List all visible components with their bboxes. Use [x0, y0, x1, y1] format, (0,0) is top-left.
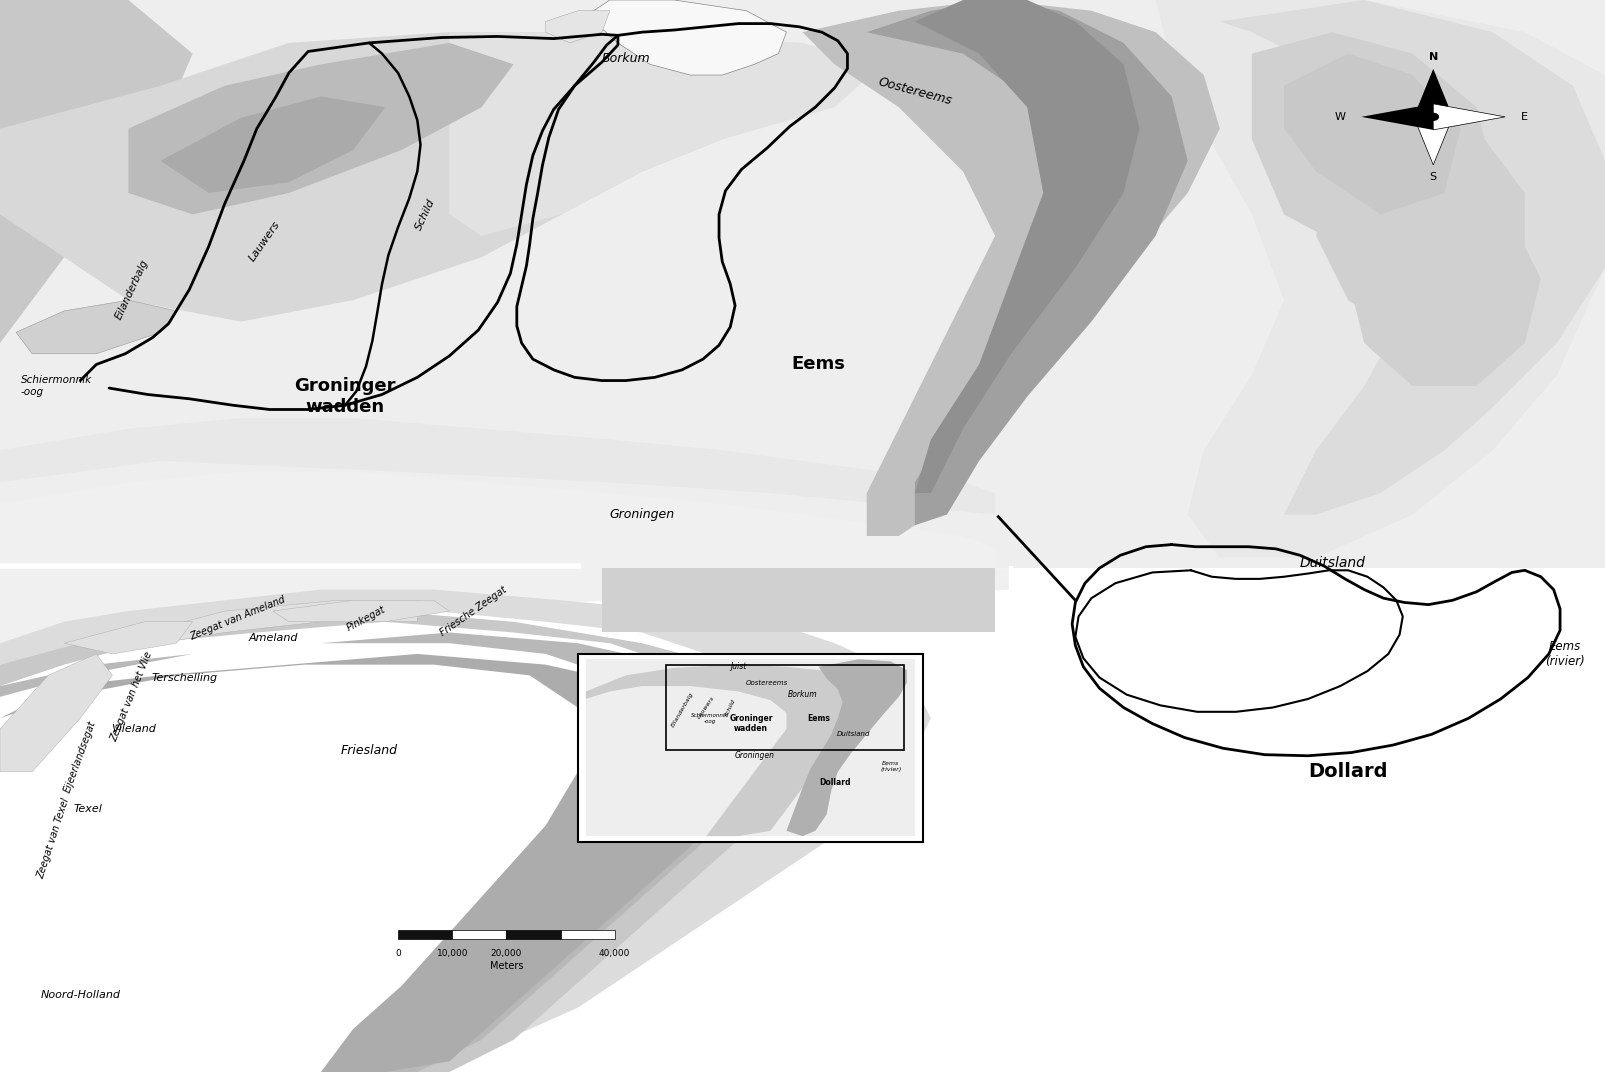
Bar [398, 930, 453, 939]
Bar [560, 930, 615, 939]
Polygon shape [1414, 69, 1453, 117]
Polygon shape [128, 43, 514, 214]
Text: 40,000: 40,000 [599, 949, 631, 957]
Polygon shape [786, 659, 907, 836]
Text: Groningen: Groningen [610, 508, 674, 521]
Text: Oostereems: Oostereems [876, 75, 953, 107]
Polygon shape [1011, 643, 1605, 1072]
Text: Groninger
wadden: Groninger wadden [729, 714, 774, 733]
Polygon shape [1156, 0, 1605, 557]
Text: Duitsland: Duitsland [838, 731, 870, 738]
Text: Ameland: Ameland [249, 632, 297, 643]
Text: Dollard: Dollard [1308, 762, 1388, 781]
Polygon shape [802, 0, 1220, 536]
Polygon shape [602, 568, 995, 632]
Text: 20,000: 20,000 [491, 949, 522, 957]
Text: Eems: Eems [791, 356, 846, 373]
Polygon shape [578, 654, 923, 842]
Text: Groningen: Groningen [735, 751, 774, 760]
Polygon shape [0, 654, 112, 772]
Polygon shape [0, 418, 995, 515]
Polygon shape [449, 32, 883, 236]
Polygon shape [586, 665, 883, 836]
Text: Schild: Schild [414, 197, 437, 232]
Polygon shape [586, 659, 915, 836]
Text: Eems
(rivier): Eems (rivier) [1546, 640, 1584, 668]
Text: Groninger
wadden: Groninger wadden [294, 377, 396, 416]
Text: 0: 0 [395, 949, 401, 957]
Polygon shape [0, 632, 770, 1072]
Polygon shape [915, 0, 1140, 493]
Polygon shape [594, 0, 786, 75]
Text: Vlieland: Vlieland [111, 724, 156, 734]
Polygon shape [1316, 86, 1525, 343]
Polygon shape [273, 600, 449, 622]
Text: Borkum: Borkum [788, 690, 817, 699]
Bar [507, 930, 560, 939]
Polygon shape [0, 0, 1605, 568]
Text: Juist: Juist [730, 662, 746, 671]
Text: 10,000: 10,000 [437, 949, 469, 957]
Polygon shape [0, 0, 193, 343]
Text: Lauwers: Lauwers [697, 696, 716, 719]
Polygon shape [1433, 104, 1505, 130]
Polygon shape [16, 300, 177, 354]
Polygon shape [0, 568, 1011, 1072]
Text: Friesche Zeegat: Friesche Zeegat [438, 584, 509, 638]
Polygon shape [0, 611, 802, 1072]
Polygon shape [1348, 172, 1541, 386]
Text: Noord-Holland: Noord-Holland [40, 989, 120, 1000]
Text: Terschelling: Terschelling [151, 672, 218, 683]
Text: Eems: Eems [807, 714, 830, 723]
Text: Friesland: Friesland [340, 744, 398, 757]
Text: W: W [1335, 111, 1347, 122]
Polygon shape [867, 0, 1188, 525]
Text: Meters: Meters [490, 961, 523, 970]
Text: Schild: Schild [724, 698, 737, 717]
Polygon shape [1252, 32, 1493, 257]
Polygon shape [64, 622, 193, 654]
Polygon shape [144, 600, 417, 643]
Text: Schiermonnik
-oog: Schiermonnik -oog [690, 713, 729, 724]
Polygon shape [0, 590, 931, 1072]
Polygon shape [0, 472, 995, 568]
Polygon shape [160, 96, 385, 193]
Polygon shape [1220, 0, 1605, 515]
Bar [453, 930, 507, 939]
Polygon shape [1284, 54, 1461, 214]
Text: Eilanderbalg: Eilanderbalg [114, 258, 149, 321]
Text: Texel: Texel [74, 804, 103, 815]
Text: Duitsland: Duitsland [1298, 555, 1366, 570]
Polygon shape [0, 0, 1605, 568]
Polygon shape [0, 568, 1011, 643]
Text: Lauwers: Lauwers [247, 220, 282, 263]
Text: S: S [1430, 172, 1436, 182]
Polygon shape [0, 32, 802, 322]
Text: Borkum: Borkum [602, 53, 650, 65]
Polygon shape [1361, 104, 1433, 130]
Text: Pinkegat: Pinkegat [345, 605, 387, 632]
Text: Eilanderbalg: Eilanderbalg [669, 691, 695, 728]
Text: Zeegat van Texel: Zeegat van Texel [35, 796, 71, 880]
Text: N: N [1428, 51, 1438, 62]
Bar [666, 665, 904, 750]
Text: Eems
(rivier): Eems (rivier) [880, 761, 902, 772]
Text: Oostereems: Oostereems [746, 680, 788, 686]
Text: Dollard: Dollard [819, 778, 851, 787]
Text: Eijeerlandsegat: Eijeerlandsegat [63, 719, 98, 794]
Circle shape [1428, 114, 1438, 120]
Polygon shape [546, 11, 610, 43]
Text: Schiermonnik
-oog: Schiermonnik -oog [21, 375, 91, 397]
Text: Zeegat van Ameland: Zeegat van Ameland [188, 595, 287, 642]
Text: E: E [1520, 111, 1528, 122]
Polygon shape [1414, 117, 1453, 165]
Text: Zeegat van het Vlie: Zeegat van het Vlie [109, 651, 154, 743]
Polygon shape [0, 654, 738, 1072]
